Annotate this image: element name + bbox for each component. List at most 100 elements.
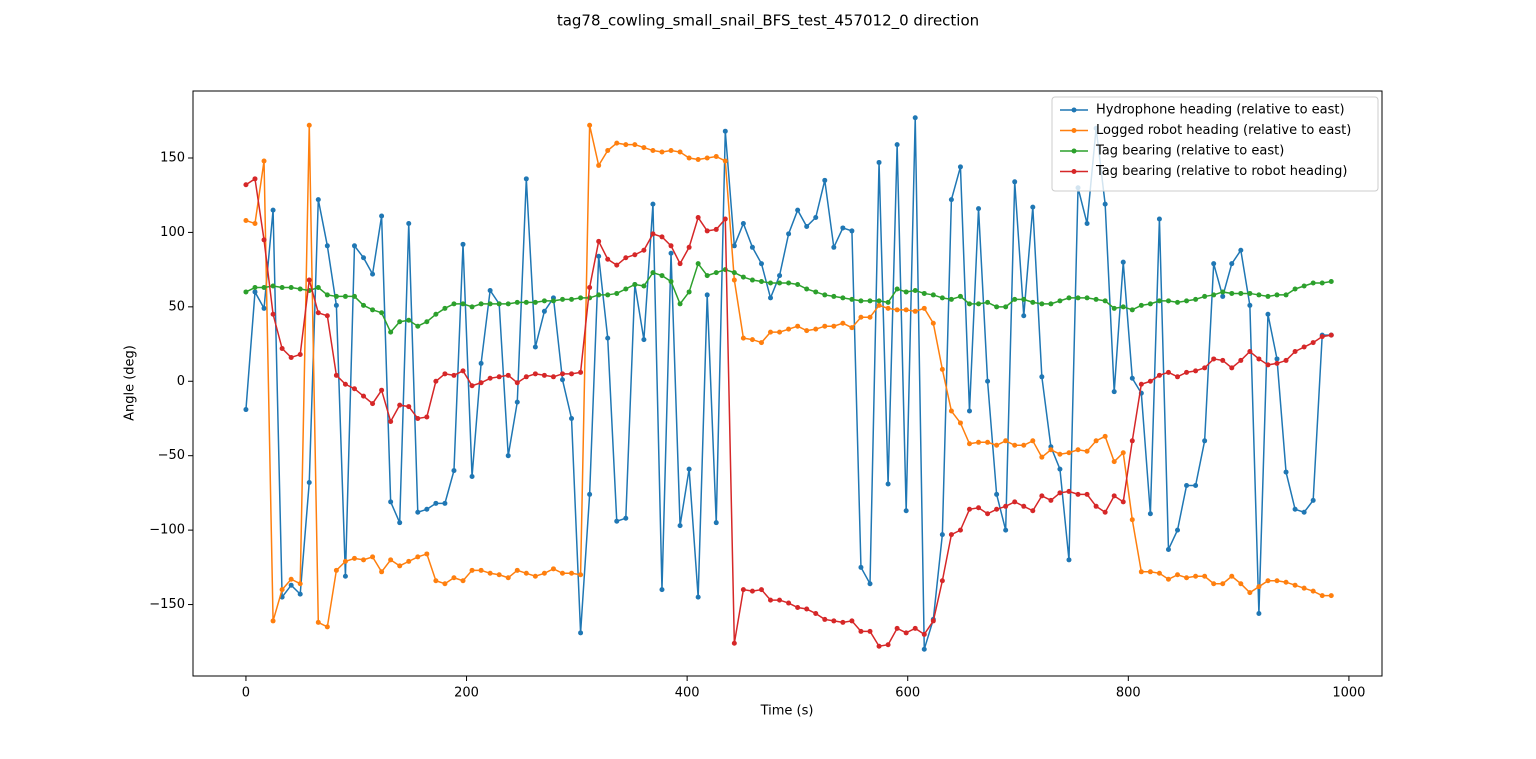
point xyxy=(1021,296,1027,302)
point xyxy=(1283,292,1289,298)
point xyxy=(831,293,837,299)
point xyxy=(1147,301,1153,307)
point xyxy=(270,283,276,289)
point xyxy=(912,625,918,631)
point xyxy=(297,581,303,587)
point xyxy=(948,197,954,203)
point xyxy=(1030,508,1036,514)
point xyxy=(804,286,810,292)
point xyxy=(587,491,593,497)
point xyxy=(1030,204,1036,210)
point xyxy=(994,491,1000,497)
point xyxy=(623,515,629,521)
point xyxy=(777,329,783,335)
point xyxy=(1066,295,1072,301)
point xyxy=(659,273,665,279)
point xyxy=(704,228,710,234)
point xyxy=(532,299,538,305)
point xyxy=(1175,299,1181,305)
y-tick-label: 50 xyxy=(168,299,185,314)
point xyxy=(985,378,991,384)
point xyxy=(243,218,249,224)
point xyxy=(840,295,846,301)
point xyxy=(306,277,312,283)
point xyxy=(1229,290,1235,296)
point xyxy=(695,594,701,600)
point xyxy=(885,305,891,311)
legend-label: Tag bearing (relative to robot heading) xyxy=(1095,164,1347,179)
point xyxy=(849,325,855,331)
point xyxy=(1247,348,1253,354)
point xyxy=(876,302,882,308)
point xyxy=(1120,304,1126,310)
point xyxy=(903,307,909,313)
point xyxy=(505,301,511,307)
point xyxy=(758,587,764,593)
point xyxy=(686,155,692,161)
point xyxy=(1301,585,1307,591)
point xyxy=(1319,280,1325,286)
legend-box xyxy=(1051,96,1379,192)
point xyxy=(342,381,348,387)
point xyxy=(433,311,439,317)
point xyxy=(768,329,774,335)
point xyxy=(587,122,593,128)
point xyxy=(976,505,982,511)
point xyxy=(505,453,511,459)
point xyxy=(1138,381,1144,387)
point xyxy=(1274,292,1280,298)
point xyxy=(370,271,376,277)
point xyxy=(361,393,367,399)
point xyxy=(1138,302,1144,308)
point xyxy=(1039,301,1045,307)
point xyxy=(424,414,430,420)
point xyxy=(1292,582,1298,588)
point xyxy=(1147,378,1153,384)
point xyxy=(677,301,683,307)
point xyxy=(1193,368,1199,374)
point xyxy=(279,587,285,593)
point xyxy=(894,307,900,313)
point xyxy=(632,282,638,288)
point xyxy=(1039,374,1045,380)
x-tick-label: 600 xyxy=(895,686,920,701)
point xyxy=(1319,593,1325,599)
point xyxy=(605,256,611,262)
point xyxy=(686,244,692,250)
point xyxy=(867,314,873,320)
point xyxy=(351,243,357,249)
point xyxy=(650,231,656,237)
point xyxy=(704,155,710,161)
point xyxy=(831,618,837,624)
x-tick-label: 0 xyxy=(242,686,250,701)
point xyxy=(1193,482,1199,488)
point xyxy=(1021,442,1027,448)
point xyxy=(813,326,819,332)
point xyxy=(1084,220,1090,226)
point xyxy=(1120,259,1126,265)
point xyxy=(1075,447,1081,453)
point xyxy=(415,509,421,515)
point xyxy=(1292,348,1298,354)
point xyxy=(379,310,385,316)
point xyxy=(442,500,448,506)
point xyxy=(1120,450,1126,456)
point xyxy=(1310,588,1316,594)
point xyxy=(1021,313,1027,319)
point xyxy=(1165,576,1171,582)
point xyxy=(324,292,330,298)
point xyxy=(596,292,602,298)
point xyxy=(1202,573,1208,579)
point xyxy=(388,418,394,424)
point xyxy=(677,149,683,155)
point xyxy=(713,270,719,276)
point xyxy=(1202,365,1208,371)
point xyxy=(894,142,900,148)
point xyxy=(722,158,728,164)
chart-title: tag78_cowling_small_snail_BFS_test_45701… xyxy=(557,12,979,31)
point xyxy=(442,371,448,377)
point xyxy=(1274,360,1280,366)
point xyxy=(786,231,792,237)
point xyxy=(388,557,394,563)
point xyxy=(957,164,963,170)
